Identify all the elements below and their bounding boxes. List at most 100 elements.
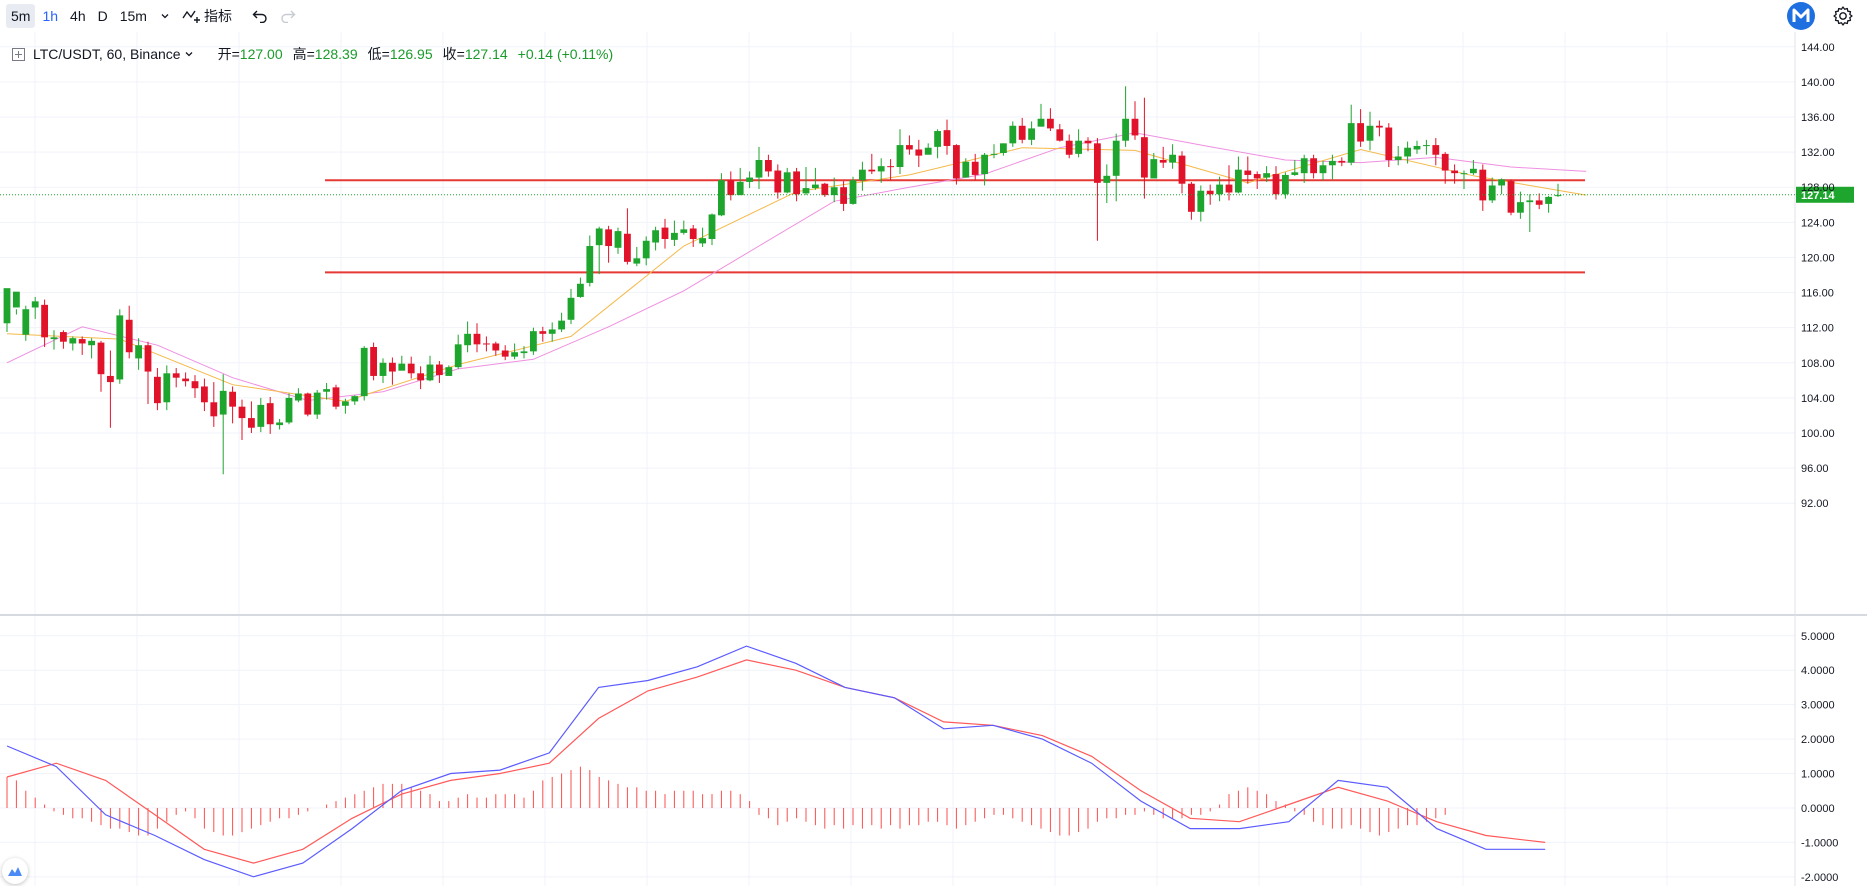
candle-body xyxy=(313,392,321,415)
candle-body xyxy=(266,403,274,425)
candle-body xyxy=(1103,175,1111,183)
symbol-name[interactable]: LTC/USDT, 60, Binance xyxy=(33,46,181,62)
candle-body xyxy=(1272,174,1280,195)
candle-body xyxy=(812,184,819,189)
candle-body xyxy=(652,230,659,243)
horizontal-levels[interactable] xyxy=(325,179,1585,274)
timeframe-d[interactable]: D xyxy=(97,8,108,24)
price-axis-tick-label: 116.00 xyxy=(1801,288,1834,300)
candle-body xyxy=(1112,140,1120,176)
candle-body xyxy=(1451,170,1458,174)
candle-body xyxy=(304,393,312,415)
candle-body xyxy=(107,375,114,383)
candle-body xyxy=(1385,127,1393,161)
macd-axis-tick-label: 4.0000 xyxy=(1801,665,1835,677)
candle-body xyxy=(1394,156,1402,161)
macd-axis-tick-label: 1.0000 xyxy=(1801,769,1835,781)
candle-body xyxy=(1498,179,1505,186)
symbol-legend: LTC/USDT, 60, Binance 开= 127.00 高= 128.39 … xyxy=(12,44,613,64)
candle-body xyxy=(295,393,302,401)
candle-body xyxy=(41,304,48,338)
indicators-icon xyxy=(182,10,200,23)
symbol-chevron-icon[interactable] xyxy=(184,49,194,59)
candle-body xyxy=(1197,190,1205,212)
candle-body xyxy=(896,145,904,168)
candle-body xyxy=(360,347,368,397)
timeframe-1h[interactable]: 1h xyxy=(42,8,59,24)
candle-body xyxy=(953,145,960,179)
brand-logo-icon[interactable] xyxy=(1786,1,1816,31)
candle-body xyxy=(1338,160,1346,163)
undo-icon[interactable] xyxy=(252,9,268,23)
candle-body xyxy=(605,229,612,247)
candle-body xyxy=(1319,165,1327,174)
candle-body xyxy=(934,131,941,147)
candle-body xyxy=(661,227,669,240)
indicators-button[interactable]: 指标 xyxy=(182,6,232,26)
candle-body xyxy=(1028,128,1035,140)
candle-body xyxy=(1018,125,1026,140)
candle-body xyxy=(943,130,951,146)
last-price-line: 127.14 xyxy=(0,186,1854,203)
candle-body xyxy=(567,297,575,320)
candle-body xyxy=(257,404,265,427)
candle-body xyxy=(407,363,415,374)
candle-body xyxy=(144,345,152,372)
candle-body xyxy=(530,331,537,352)
candle-body xyxy=(633,258,641,264)
candle-body xyxy=(1169,154,1176,163)
candle-body xyxy=(708,214,716,240)
candle-body xyxy=(868,169,876,172)
redo-icon[interactable] xyxy=(280,9,296,23)
candle-body xyxy=(1122,118,1129,141)
candle-body xyxy=(1075,140,1082,154)
candle-body xyxy=(210,402,218,417)
candle-body xyxy=(689,228,697,240)
candle-body xyxy=(1225,184,1233,193)
candle-body xyxy=(915,149,923,156)
macd-axis-tick-label: -2.0000 xyxy=(1801,872,1838,884)
high-label: 高= xyxy=(292,46,315,62)
candle-body xyxy=(595,228,603,246)
candle-body xyxy=(1263,173,1270,178)
candle-body xyxy=(859,169,866,181)
candle-body xyxy=(1545,196,1552,204)
price-axis-tick-label: 132.00 xyxy=(1801,147,1835,159)
candle-body xyxy=(1159,160,1167,163)
candle-body xyxy=(1244,170,1252,175)
price-axis-tick-label: 112.00 xyxy=(1801,323,1834,335)
candle-body xyxy=(765,160,772,172)
candle-body xyxy=(398,363,406,371)
last-price-badge-label: 127.14 xyxy=(1801,190,1836,202)
candle-body xyxy=(624,233,631,262)
chart-canvas[interactable]: 127.14 144.00 140.00 136.00 132.00 128.00 124… xyxy=(0,32,1867,886)
timeframe-4h[interactable]: 4h xyxy=(70,8,86,24)
timeframe-15m[interactable]: 15m xyxy=(119,8,147,24)
candle-body xyxy=(671,232,678,240)
drawing-tools-button[interactable] xyxy=(2,858,28,884)
timeframe-5m[interactable]: 5m xyxy=(6,4,36,28)
candle-body xyxy=(154,376,161,404)
candle-body xyxy=(285,397,293,423)
low-label: 低= xyxy=(367,46,390,62)
candle-body xyxy=(1432,145,1440,155)
price-axis[interactable]: 144.00 140.00 136.00 132.00 128.00 124.00 120.… xyxy=(1801,42,1838,884)
macd-line xyxy=(6,645,1546,878)
timeframe-dropdown-chevron-icon[interactable] xyxy=(160,11,170,21)
candle-body xyxy=(31,301,39,308)
settings-gear-icon[interactable] xyxy=(1832,5,1854,27)
open-value: 127.00 xyxy=(239,46,283,62)
collapse-legend-icon[interactable] xyxy=(12,47,25,61)
price-axis-tick-label: 136.00 xyxy=(1801,112,1835,124)
candle-body xyxy=(1376,125,1383,128)
high-value: 128.39 xyxy=(314,46,358,62)
candle-body xyxy=(60,332,67,342)
candle-body xyxy=(1404,147,1411,157)
candle-body xyxy=(88,340,95,346)
candle-body xyxy=(1460,173,1468,175)
candle-body xyxy=(548,329,556,334)
candle-body xyxy=(201,386,208,403)
price-axis-tick-label: 120.00 xyxy=(1801,252,1835,264)
candle-body xyxy=(577,283,584,297)
candle-body xyxy=(1413,145,1421,150)
